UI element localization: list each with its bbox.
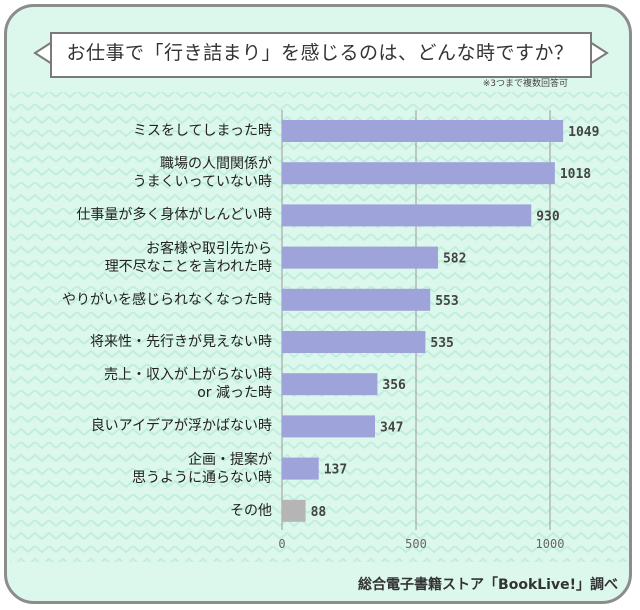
bar — [282, 415, 375, 438]
x-tick-label: 0 — [278, 537, 285, 551]
bar — [282, 499, 306, 522]
category-label-line: 企画・提案が — [188, 451, 272, 468]
chart-title: お仕事で「行き詰まり」を感じるのは、どんな時ですか？ — [66, 42, 574, 64]
x-tick-label: 1000 — [536, 537, 565, 551]
bar — [282, 246, 438, 269]
title-ribbon — [33, 32, 609, 78]
category-label-line: 職場の人間関係が — [160, 156, 272, 173]
value-label: 930 — [536, 209, 560, 224]
category-label-line: or 減った時 — [197, 385, 272, 402]
source-credit: 総合電子書籍ストア「BookLive!」調べ — [358, 577, 618, 593]
category-label-line: うまくいっていない時 — [132, 174, 272, 191]
category-label-line: 仕事量が多く身体がしんどい時 — [76, 207, 272, 224]
value-label: 582 — [443, 252, 466, 267]
category-label: お客様や取引先から 理不尽なことを言われた時 — [105, 240, 272, 276]
bar — [282, 373, 378, 396]
category-label: ミスをしてしまった時 — [133, 122, 272, 140]
category-label-line: 理不尽なことを言われた時 — [104, 258, 272, 275]
category-label-line: 良いアイデアが浮かばない時 — [90, 418, 272, 435]
bar — [282, 457, 319, 480]
answer-note: ※3つまで複数回答可 — [482, 79, 568, 89]
category-label-line: 思うように通らない時 — [132, 469, 272, 486]
category-label: その他 — [230, 502, 272, 520]
category-label: 職場の人間関係が うまくいっていない時 — [133, 155, 272, 191]
x-tick-label: 500 — [405, 537, 427, 551]
category-label-line: やりがいを感じられなくなった時 — [62, 291, 272, 308]
value-label: 553 — [435, 294, 458, 309]
bar — [282, 204, 532, 227]
category-label: 良いアイデアが浮かばない時 — [91, 417, 272, 435]
category-label: 仕事量が多く身体がしんどい時 — [76, 206, 272, 224]
category-label-line: その他 — [230, 502, 272, 519]
category-label-line: お客様や取引先から — [146, 240, 272, 257]
bar — [282, 162, 555, 185]
value-label: 535 — [430, 336, 453, 351]
value-label: 88 — [311, 505, 327, 520]
value-label: 1049 — [568, 125, 599, 140]
category-label: 将来性・先行きが見えない時 — [90, 333, 272, 351]
category-label: 企画・提案が 思うように通らない時 — [132, 451, 272, 487]
bar — [282, 331, 426, 353]
category-label-line: 将来性・先行きが見えない時 — [90, 334, 272, 350]
bar — [282, 120, 564, 142]
bar — [282, 288, 431, 311]
category-label: 売上・収入が上がらない時 or 減った時 — [104, 366, 272, 402]
category-label: やりがいを感じられなくなった時 — [62, 291, 272, 309]
category-label-line: ミスをしてしまった時 — [132, 123, 272, 139]
value-label: 347 — [380, 420, 403, 435]
value-label: 1018 — [560, 167, 591, 182]
value-label: 356 — [382, 378, 406, 393]
value-label: 137 — [324, 463, 347, 478]
category-label-line: 売上・収入が上がらない時 — [104, 367, 272, 384]
